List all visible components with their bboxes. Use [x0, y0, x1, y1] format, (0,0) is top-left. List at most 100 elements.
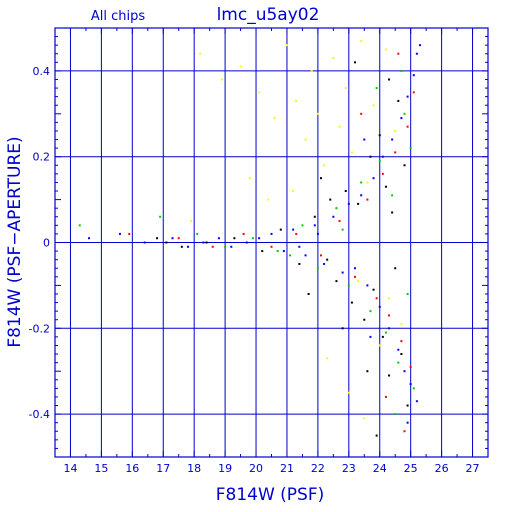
x-tick-label: 17: [156, 462, 170, 475]
x-axis-label: F814W (PSF): [216, 485, 325, 505]
data-point: [270, 232, 273, 235]
data-point: [412, 387, 415, 390]
data-point: [412, 91, 415, 94]
data-point: [384, 331, 387, 334]
data-point: [397, 361, 400, 364]
data-point: [369, 310, 372, 313]
data-point: [394, 267, 397, 270]
x-tick-label: 21: [280, 462, 294, 475]
y-tick-labels: -0.4 -0.2 0 0.2 0.4: [29, 65, 50, 421]
data-point: [295, 232, 298, 235]
data-point: [332, 215, 335, 218]
data-point: [366, 370, 369, 373]
y-tick-label: 0.2: [33, 151, 51, 164]
data-point: [366, 284, 369, 287]
data-point: [388, 297, 391, 300]
data-point: [406, 421, 409, 424]
data-point: [360, 181, 363, 184]
data-point: [128, 232, 131, 235]
y-tick-label: 0: [43, 237, 50, 250]
data-point: [412, 74, 415, 77]
data-point: [341, 228, 344, 231]
data-point: [233, 237, 236, 240]
data-point: [267, 198, 270, 201]
data-point: [338, 220, 341, 223]
data-point: [378, 305, 381, 308]
data-point: [378, 159, 381, 162]
data-point: [350, 301, 353, 304]
data-point: [350, 151, 353, 154]
data-point: [230, 245, 233, 248]
data-point: [366, 181, 369, 184]
data-point: [400, 340, 403, 343]
data-point: [372, 288, 375, 291]
data-point: [295, 99, 298, 102]
data-point: [381, 335, 384, 338]
x-tick-label: 14: [63, 462, 77, 475]
data-point: [190, 220, 193, 223]
data-point: [372, 177, 375, 180]
data-point: [347, 391, 350, 394]
data-point: [375, 434, 378, 437]
data-point: [304, 254, 307, 257]
data-point: [388, 327, 391, 330]
data-point: [199, 52, 202, 55]
data-point: [378, 344, 381, 347]
data-point: [366, 198, 369, 201]
data-point: [335, 280, 338, 283]
data-point: [292, 190, 295, 193]
x-tick-label: 18: [187, 462, 201, 475]
data-point: [363, 138, 366, 141]
data-point: [384, 48, 387, 51]
data-point: [391, 194, 394, 197]
data-point: [316, 112, 319, 115]
data-point: [403, 112, 406, 115]
data-point: [400, 69, 403, 72]
data-point: [242, 232, 245, 235]
y-tick-label: -0.4: [29, 408, 50, 421]
data-point: [360, 112, 363, 115]
data-point: [400, 323, 403, 326]
data-point: [304, 138, 307, 141]
data-point: [400, 353, 403, 356]
data-point: [326, 258, 329, 261]
data-point: [211, 245, 214, 248]
chart-title: lmc_u5ay02: [217, 5, 320, 25]
data-point: [397, 52, 400, 55]
data-point: [298, 245, 301, 248]
x-tick-label: 16: [125, 462, 139, 475]
data-point: [329, 198, 332, 201]
data-point: [335, 207, 338, 210]
data-point: [180, 245, 183, 248]
chart-subtitle: All chips: [91, 9, 145, 24]
data-point: [307, 292, 310, 295]
data-point: [409, 147, 412, 150]
data-point: [406, 125, 409, 128]
data-point: [156, 237, 159, 240]
data-point: [391, 138, 394, 141]
data-point: [397, 348, 400, 351]
data-point: [347, 202, 350, 205]
x-tick-label: 22: [311, 462, 325, 475]
x-tick-labels: 14 15 16 17 18 19 20 21 22 23 24 25 26 27: [63, 462, 479, 475]
data-point: [248, 177, 251, 180]
data-point: [363, 417, 366, 420]
x-tick-label: 19: [218, 462, 232, 475]
data-point: [316, 267, 319, 270]
data-point: [78, 224, 81, 227]
data-point: [323, 262, 326, 265]
data-point: [143, 241, 146, 244]
y-axis-label: F814W (PSF−APERTURE): [5, 136, 25, 347]
data-point: [323, 164, 326, 167]
data-points: [78, 39, 421, 437]
data-point: [409, 383, 412, 386]
data-point: [403, 370, 406, 373]
x-tick-label: 24: [373, 462, 387, 475]
data-point: [369, 335, 372, 338]
data-point: [388, 314, 391, 317]
data-point: [273, 117, 276, 120]
data-point: [360, 194, 363, 197]
data-point: [279, 228, 282, 231]
data-point: [292, 228, 295, 231]
